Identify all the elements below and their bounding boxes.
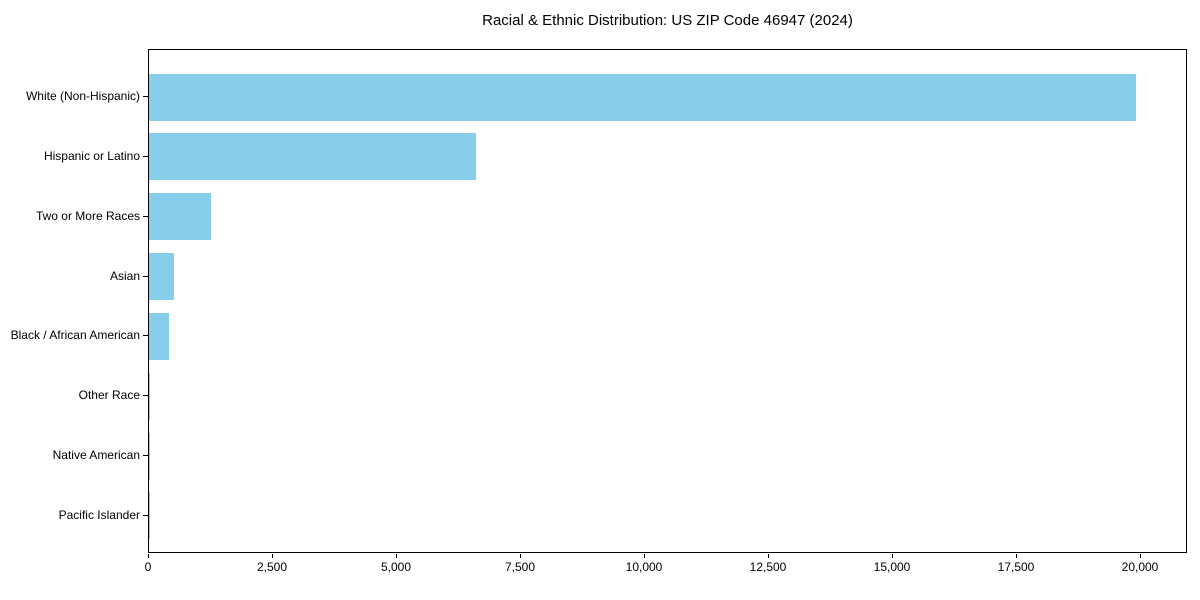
y-tick-mark xyxy=(143,395,148,397)
y-axis-label-white-non-hispanic: White (Non-Hispanic) xyxy=(25,89,140,103)
plot-area xyxy=(148,49,1187,553)
x-axis-label-0: 0 xyxy=(144,560,152,574)
y-tick-mark xyxy=(143,514,148,516)
x-tick-mark xyxy=(1016,554,1018,558)
y-tick-mark xyxy=(143,96,148,97)
y-tick-mark xyxy=(143,335,148,337)
y-tick-mark xyxy=(143,215,148,217)
x-tick-mark xyxy=(1140,554,1142,558)
y-axis-label-asian: Asian xyxy=(109,268,140,283)
x-tick-mark xyxy=(768,554,770,558)
x-axis-label-17500: 17,500 xyxy=(997,560,1035,574)
y-tick-mark xyxy=(143,275,148,277)
x-tick-mark xyxy=(644,554,645,558)
x-axis-label-10000: 10,000 xyxy=(625,560,663,574)
x-tick-mark xyxy=(396,554,397,558)
y-axis-label-other-race: Other Race xyxy=(78,388,140,403)
y-axis-label-hispanic-or-latino: Hispanic or Latino xyxy=(43,148,140,163)
chart-title: Racial & Ethnic Distribution: US ZIP Cod… xyxy=(482,12,853,29)
y-axis-label-two-or-more-races: Two or More Races xyxy=(35,208,140,223)
x-axis-label-15000: 15,000 xyxy=(873,560,911,574)
y-tick-mark xyxy=(143,155,148,157)
x-axis-label-20000: 20,000 xyxy=(1121,560,1159,574)
bar-hispanic-or-latino xyxy=(149,133,477,181)
x-axis-label-12500: 12,500 xyxy=(749,560,787,574)
x-axis-label-7500: 7,500 xyxy=(504,560,536,574)
y-axis-label-black-african-american: Black / African American xyxy=(10,328,140,343)
y-axis-label-pacific-islander: Pacific Islander xyxy=(58,507,140,522)
x-tick-mark xyxy=(892,554,894,558)
x-tick-mark xyxy=(272,554,273,558)
y-tick-mark xyxy=(143,455,148,457)
x-axis-label-2500: 2,500 xyxy=(256,560,288,574)
y-axis-label-native-american: Native American xyxy=(52,448,140,463)
bar-two-or-more-races xyxy=(149,193,211,241)
x-axis-label-5000: 5,000 xyxy=(380,560,412,574)
bar-white-non-hispanic xyxy=(149,73,1137,121)
x-tick-mark xyxy=(520,554,521,558)
bar-black-african-american xyxy=(149,312,169,360)
bar-other-race xyxy=(149,372,151,420)
x-tick-mark xyxy=(148,554,149,558)
bar-asian xyxy=(149,253,175,301)
